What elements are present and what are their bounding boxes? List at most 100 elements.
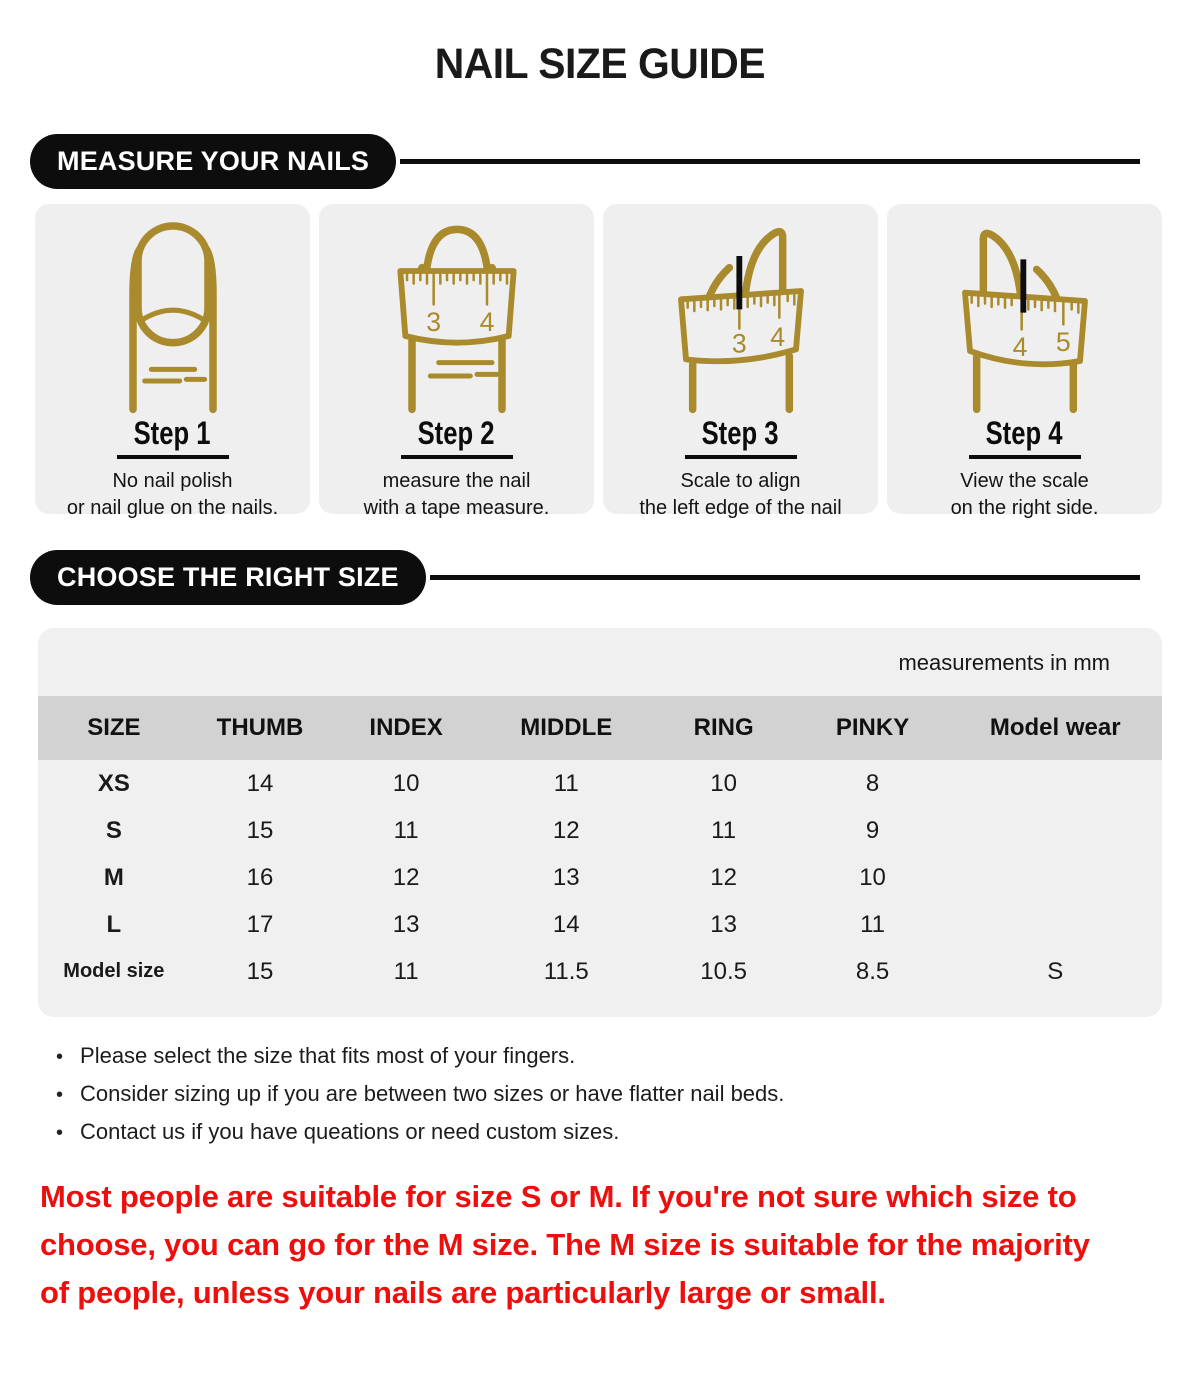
cell-value: 11 — [393, 957, 419, 985]
step-3-card: 3 4 Step 3 Scale to align the left edge … — [603, 204, 878, 519]
cell-value: 11 — [860, 910, 885, 938]
note-text: Contact us if you have queations or need… — [80, 1119, 620, 1144]
col-header-thumb: THUMB — [216, 714, 304, 741]
cell-value — [948, 854, 1162, 901]
table-row-model-size: Model size 15 11 11.5 10.5 8.5 S — [38, 948, 1162, 995]
step-underline — [968, 455, 1081, 459]
finger-tape-front-icon: 3 4 — [396, 225, 517, 414]
cell-value: 13 — [552, 863, 580, 891]
bullet-icon: • — [56, 1122, 64, 1144]
col-header-pinky: PINKY — [835, 714, 910, 741]
step-2-title: Step 2 — [418, 415, 495, 451]
cell-value: 12 — [552, 816, 580, 844]
step-4-card: 4 5 Step 4 View the scale on the right s… — [887, 204, 1162, 519]
cell-value: S — [1047, 957, 1064, 985]
step-underline — [684, 455, 797, 459]
col-header-ring: RING — [693, 714, 754, 741]
cell-value: 11 — [711, 816, 737, 844]
finger-tape-side-left-icon: 3 4 — [677, 227, 804, 414]
size-table-header-row: SIZE THUMB INDEX MIDDLE RING PINKY Model… — [38, 696, 1162, 760]
cell-value: 12 — [392, 863, 420, 891]
scale-number: 4 — [770, 322, 785, 352]
cell-value: 11 — [553, 769, 579, 797]
bullet-icon: • — [56, 1046, 64, 1068]
choose-right-size-pill: CHOOSE THE RIGHT SIZE — [30, 549, 426, 605]
section-header-choose: CHOOSE THE RIGHT SIZE — [30, 548, 1200, 606]
size-label: Model size — [63, 960, 165, 982]
finger-tape-side-right-icon: 4 5 — [961, 229, 1088, 414]
cell-value — [948, 901, 1162, 948]
cell-value — [948, 807, 1162, 854]
size-table-panel: measurements in mm SIZE THUMB INDEX MIDD… — [38, 628, 1162, 1017]
cell-value: 10 — [859, 863, 886, 891]
measure-steps-cards: Step 1 No nail polish or nail glue on th… — [35, 204, 1165, 519]
scale-number: 4 — [1012, 332, 1027, 362]
page-title: NAIL SIZE GUIDE — [0, 40, 1200, 98]
col-header-index: INDEX — [369, 714, 443, 741]
step-4-title: Step 4 — [986, 415, 1063, 451]
alert-line: choose, you can go for the M size. The M… — [40, 1227, 1090, 1262]
cell-value: 15 — [246, 816, 274, 844]
bare-finger-icon — [128, 222, 217, 414]
note-item: • Consider sizing up if you are between … — [56, 1081, 1200, 1119]
step-1-title: Step 1 — [134, 415, 211, 451]
scale-number: 5 — [1055, 327, 1070, 357]
step-1-description: No nail polish or nail glue on the nails… — [66, 470, 279, 519]
table-row-xs: XS 14 10 11 10 8 — [38, 760, 1162, 807]
table-row-s: S 15 11 12 11 9 — [38, 807, 1162, 854]
step-3-description: Scale to align the left edge of the nail — [639, 470, 842, 519]
cell-value: 13 — [710, 910, 737, 938]
note-text: Please select the size that fits most of… — [80, 1043, 576, 1068]
scale-number: 3 — [426, 307, 441, 337]
cell-value: 11 — [393, 816, 419, 844]
size-recommendation-alert: Most people are suitable for size S or M… — [40, 1173, 1160, 1317]
cell-value: 17 — [246, 910, 274, 938]
note-item: • Contact us if you have queations or ne… — [56, 1119, 1200, 1157]
measure-your-nails-pill: MEASURE YOUR NAILS — [30, 133, 397, 189]
cell-value: 8.5 — [855, 957, 890, 985]
col-header-model-wear: Model wear — [989, 714, 1121, 741]
cell-value: 13 — [392, 910, 420, 938]
step-underline — [400, 455, 513, 459]
scale-number: 4 — [479, 307, 494, 337]
size-label: XS — [97, 769, 130, 797]
cell-value: 14 — [246, 769, 274, 797]
cell-value: 11.5 — [543, 957, 589, 985]
table-row-m: M 16 12 13 12 10 — [38, 854, 1162, 901]
size-label: S — [105, 816, 122, 844]
cell-value: 10 — [392, 769, 420, 797]
bullet-icon: • — [56, 1084, 64, 1106]
cell-value: 14 — [552, 910, 580, 938]
size-label: L — [106, 910, 122, 938]
size-table: SIZE THUMB INDEX MIDDLE RING PINKY Model… — [38, 696, 1162, 995]
cell-value: 12 — [710, 863, 737, 891]
col-header-middle: MIDDLE — [520, 714, 613, 741]
sizing-notes: • Please select the size that fits most … — [56, 1043, 1200, 1157]
step-1-card: Step 1 No nail polish or nail glue on th… — [35, 204, 310, 519]
step-4-description: View the scale on the right side. — [950, 470, 1099, 519]
note-text: Consider sizing up if you are between tw… — [80, 1081, 785, 1106]
cell-value: 10.5 — [700, 957, 747, 985]
note-item: • Please select the size that fits most … — [56, 1043, 1200, 1081]
table-row-l: L 17 13 14 13 11 — [38, 901, 1162, 948]
step-2-card: 3 4 Step 2 measure the nail with a tape … — [319, 204, 594, 519]
section-rule — [429, 574, 1140, 580]
page-title-text: NAIL SIZE GUIDE — [434, 40, 766, 88]
cell-value: 8 — [865, 769, 880, 797]
step-3-title: Step 3 — [702, 415, 779, 451]
step-2-description: measure the nail with a tape measure. — [363, 470, 550, 519]
alert-line: Most people are suitable for size S or M… — [40, 1179, 1077, 1214]
cell-value: 15 — [246, 957, 274, 985]
cell-value: 16 — [246, 863, 274, 891]
section-rule — [400, 158, 1140, 164]
col-header-size: SIZE — [87, 714, 141, 741]
cell-value: 9 — [865, 816, 880, 844]
alert-line: of people, unless your nails are particu… — [40, 1275, 886, 1310]
section-header-measure: MEASURE YOUR NAILS — [30, 132, 1200, 190]
cell-value: 10 — [710, 769, 737, 797]
size-label: M — [103, 863, 124, 891]
scale-number: 3 — [731, 329, 746, 359]
cell-value — [948, 760, 1162, 807]
measurements-unit-note: measurements in mm — [898, 650, 1110, 675]
step-underline — [116, 455, 229, 459]
